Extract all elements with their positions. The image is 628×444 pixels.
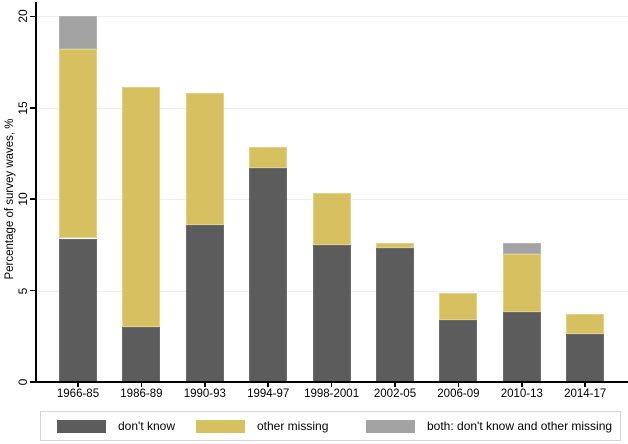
y-tick-20 <box>30 15 36 18</box>
bar-segment-other-missing <box>122 86 161 328</box>
bar-segment-don-t-know <box>376 247 414 382</box>
bar-segment-other-missing <box>185 93 224 225</box>
y-tick-15 <box>30 107 36 109</box>
x-tick-2006-09 <box>457 383 460 387</box>
x-tick-label-1966-85: 1966-85 <box>56 388 100 400</box>
bar-segment-other-missing <box>502 254 541 312</box>
x-tick-label-2010-13: 2010-13 <box>500 388 543 400</box>
bar-segment-other-missing <box>312 192 351 245</box>
bar-segment-other-missing <box>59 49 97 239</box>
legend-swatch-3 <box>366 420 415 433</box>
y-tick-0 <box>30 381 36 383</box>
y-tick-label-10: 10 <box>16 192 30 206</box>
x-tick-1990-93 <box>204 383 206 387</box>
y-tick-label-15: 15 <box>16 101 30 115</box>
x-tick-1966-85 <box>77 383 79 387</box>
y-tick-label-5: 5 <box>16 287 30 294</box>
y-tick-label-0: 0 <box>16 378 30 386</box>
bar-segment-other-missing <box>439 293 478 320</box>
bar-segment-don-t-know <box>566 334 605 382</box>
legend: don't know other missing both: don't know … <box>40 411 621 441</box>
bar-segment-other-missing <box>566 314 605 335</box>
y-axis-title: Percentage of survey waves, % <box>4 118 16 280</box>
x-tick-label-2006-09: 2006-09 <box>437 388 480 400</box>
x-tick-2002-05 <box>394 383 396 387</box>
bar-segment-other-missing <box>249 147 288 169</box>
x-tick-1998-2001 <box>330 383 333 387</box>
bar-segment-don-t-know <box>185 224 224 382</box>
gridline-20 <box>37 16 628 18</box>
bar-segment-don-t-know <box>59 238 97 382</box>
x-tick-label-2002-05: 2002-05 <box>373 388 417 400</box>
bar-segment-both-don-t-know-and-other-missing <box>59 16 97 50</box>
y-tick-10 <box>30 198 36 200</box>
x-tick-label-1998-2001: 1998-2001 <box>304 388 360 400</box>
gridline-15 <box>37 107 628 109</box>
bar-segment-don-t-know <box>122 327 161 382</box>
legend-swatch-2 <box>196 420 245 433</box>
x-tick-label-1986-89: 1986-89 <box>120 388 163 400</box>
bar-segment-don-t-know <box>249 168 288 382</box>
bar-segment-don-t-know <box>502 311 541 382</box>
legend-label-1: don't know <box>118 419 175 433</box>
bar-segment-don-t-know <box>439 319 478 382</box>
x-axis-line <box>35 381 628 383</box>
y-axis-line <box>35 2 37 382</box>
x-tick-2010-13 <box>521 383 523 387</box>
y-tick-label-20: 20 <box>16 9 30 24</box>
x-tick-2014-17 <box>584 383 586 387</box>
bar-segment-both-don-t-know-and-other-missing <box>502 243 541 255</box>
x-tick-label-1994-97: 1994-97 <box>247 388 290 400</box>
legend-label-2: other missing <box>257 419 329 433</box>
x-tick-label-2014-17: 2014-17 <box>564 388 607 400</box>
legend-label-3: both: don't know and other missing <box>427 419 613 433</box>
bar-segment-other-missing <box>376 243 414 248</box>
x-tick-label-1990-93: 1990-93 <box>183 388 226 400</box>
bar-segment-don-t-know <box>312 244 351 382</box>
x-tick-1986-89 <box>140 383 143 387</box>
legend-swatch-1 <box>57 420 106 433</box>
x-tick-1994-97 <box>267 383 269 387</box>
y-tick-5 <box>30 289 36 292</box>
